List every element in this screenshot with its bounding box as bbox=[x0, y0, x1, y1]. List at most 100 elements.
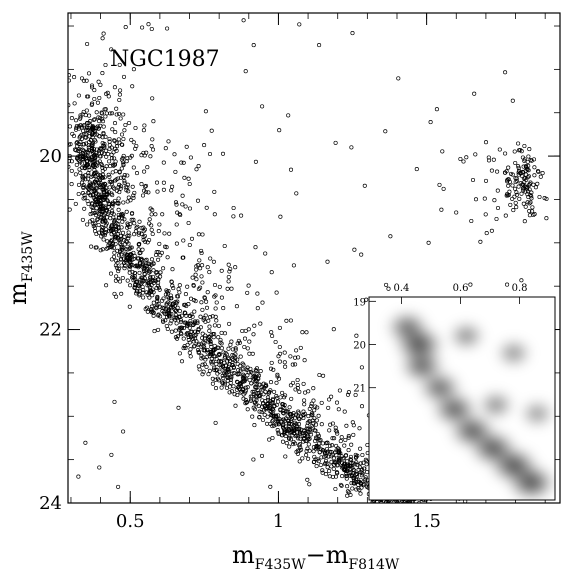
star-point bbox=[254, 384, 259, 389]
star-point bbox=[154, 249, 159, 255]
star-point bbox=[276, 399, 281, 404]
star-point bbox=[318, 437, 323, 443]
star-point bbox=[491, 157, 496, 162]
star-point bbox=[161, 319, 166, 324]
star-point bbox=[101, 237, 106, 242]
star-point bbox=[81, 185, 86, 190]
star-point bbox=[129, 137, 134, 142]
star-point bbox=[211, 335, 216, 340]
star-point bbox=[99, 225, 104, 230]
star-point bbox=[222, 356, 227, 361]
star-point bbox=[258, 392, 263, 397]
star-point bbox=[100, 71, 105, 76]
star-point bbox=[259, 385, 264, 390]
star-point bbox=[346, 435, 351, 440]
star-point bbox=[264, 383, 269, 388]
star-point bbox=[426, 240, 431, 245]
star-point bbox=[528, 200, 533, 205]
star-point bbox=[537, 194, 542, 200]
star-point bbox=[266, 391, 271, 396]
star-point bbox=[115, 176, 121, 181]
star-point bbox=[98, 185, 103, 190]
star-point bbox=[98, 146, 103, 151]
star-point bbox=[93, 153, 98, 158]
star-point bbox=[101, 143, 106, 148]
star-point bbox=[193, 336, 198, 341]
star-point bbox=[179, 325, 184, 330]
star-point bbox=[175, 334, 180, 339]
star-point bbox=[434, 107, 439, 112]
star-point bbox=[132, 190, 137, 195]
star-point bbox=[147, 263, 152, 268]
star-point bbox=[104, 154, 109, 159]
star-point bbox=[504, 169, 509, 174]
star-point bbox=[240, 361, 245, 366]
star-point bbox=[514, 190, 519, 195]
star-point bbox=[195, 198, 201, 203]
star-point bbox=[97, 173, 103, 178]
star-point bbox=[125, 255, 131, 260]
star-point bbox=[312, 459, 317, 464]
star-point bbox=[307, 419, 312, 424]
star-point bbox=[144, 279, 149, 284]
star-point bbox=[164, 245, 169, 250]
star-point bbox=[86, 173, 91, 178]
star-point bbox=[116, 216, 121, 221]
star-point bbox=[166, 289, 171, 294]
star-point bbox=[243, 367, 248, 372]
star-point bbox=[284, 408, 289, 413]
star-point bbox=[142, 169, 147, 174]
star-point bbox=[525, 175, 530, 180]
star-point bbox=[271, 367, 276, 372]
star-point bbox=[203, 333, 208, 338]
star-point bbox=[508, 202, 513, 207]
star-point bbox=[203, 313, 208, 318]
star-point bbox=[165, 291, 171, 296]
star-point bbox=[329, 459, 334, 464]
star-point bbox=[235, 392, 240, 398]
star-point bbox=[153, 212, 158, 217]
star-point bbox=[154, 306, 159, 311]
star-point bbox=[175, 336, 180, 341]
star-point bbox=[235, 357, 240, 362]
star-point bbox=[109, 245, 114, 250]
star-point bbox=[238, 390, 243, 395]
star-point bbox=[251, 457, 256, 462]
star-point bbox=[530, 205, 535, 210]
star-point bbox=[81, 156, 86, 161]
star-point bbox=[134, 263, 139, 268]
inset-y-tick-label: 20 bbox=[353, 341, 366, 352]
star-point bbox=[124, 209, 129, 214]
star-point bbox=[193, 319, 198, 324]
star-point bbox=[281, 411, 286, 416]
star-point bbox=[122, 173, 127, 178]
star-point bbox=[149, 144, 154, 149]
star-point bbox=[274, 394, 279, 399]
star-point bbox=[302, 398, 307, 403]
star-point bbox=[74, 162, 79, 167]
star-point bbox=[69, 168, 74, 173]
star-point bbox=[212, 212, 217, 217]
star-point bbox=[102, 213, 107, 218]
star-point bbox=[103, 223, 108, 228]
star-point bbox=[86, 71, 92, 76]
star-point bbox=[125, 278, 130, 283]
star-point bbox=[482, 196, 487, 201]
star-point bbox=[170, 283, 175, 288]
star-point bbox=[203, 319, 208, 324]
star-point bbox=[106, 199, 111, 204]
star-point bbox=[288, 167, 294, 172]
star-point bbox=[334, 470, 339, 475]
star-point bbox=[226, 356, 232, 361]
star-point bbox=[227, 321, 232, 326]
star-point bbox=[121, 112, 126, 117]
star-point bbox=[188, 354, 193, 359]
star-point bbox=[68, 103, 71, 108]
star-point bbox=[80, 150, 86, 156]
star-point bbox=[136, 283, 141, 288]
star-point bbox=[102, 107, 107, 112]
star-point bbox=[231, 384, 236, 389]
star-point bbox=[128, 155, 133, 160]
star-point bbox=[245, 290, 250, 295]
star-point bbox=[520, 174, 525, 179]
